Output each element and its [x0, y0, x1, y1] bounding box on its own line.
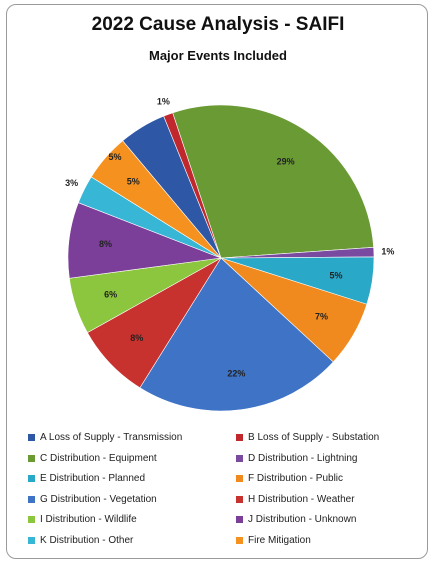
slice-label-7: 22%: [227, 368, 245, 378]
slice-label-8: 8%: [130, 333, 143, 343]
legend-item: J Distribution - Unknown: [236, 514, 356, 525]
legend-swatch: [236, 495, 243, 503]
legend-item: C Distribution - Equipment: [28, 453, 157, 464]
slice-label-4: 1%: [381, 247, 394, 257]
slice-label-9: 6%: [104, 290, 117, 300]
legend-item: I Distribution - Wildlife: [28, 514, 137, 525]
chart-title: 2022 Cause Analysis - SAIFI: [91, 14, 345, 35]
chart-subtitle: Major Events Included: [149, 48, 287, 63]
slice-label-5: 5%: [329, 270, 342, 280]
legend-swatch: [236, 434, 243, 441]
pie-slice-12: [90, 140, 222, 259]
legend-swatch: [236, 475, 243, 482]
legend-label: H Distribution - Weather: [248, 493, 355, 505]
legend-label: J Distribution - Unknown: [248, 514, 357, 525]
slice-label-10: 8%: [99, 239, 112, 249]
legend-item: E Distribution - Planned: [28, 473, 145, 484]
pie-slice-3: [172, 104, 374, 259]
legend-swatch: [28, 495, 35, 503]
legend-label: D Distribution - Lightning: [248, 452, 358, 464]
legend-swatch: [28, 516, 35, 523]
legend-item: H Distribution - Weather: [236, 494, 355, 505]
legend-item: A Loss of Supply - Transmission: [28, 432, 182, 443]
legend-item: B Loss of Supply - Substation: [236, 432, 379, 443]
pie-slice-7: [139, 257, 334, 412]
legend-label: C Distribution - Equipment: [40, 452, 157, 464]
legend-label: F Distribution - Public: [248, 473, 344, 484]
legend-swatch: [28, 475, 35, 482]
slice-label-6: 7%: [315, 311, 328, 321]
legend-label: G Distribution - Vegetation: [40, 493, 157, 505]
legend-label: B Loss of Supply - Substation: [248, 432, 380, 443]
legend-swatch: [236, 516, 243, 523]
legend-swatch: [28, 454, 35, 462]
legend-label: Fire Mitigation: [248, 534, 311, 546]
legend-label: E Distribution - Planned: [40, 473, 146, 484]
slice-label-2: 1%: [157, 96, 170, 106]
legend-swatch: [28, 434, 35, 441]
slice-label-11: 3%: [65, 178, 78, 188]
legend-swatch: [28, 536, 35, 544]
legend-item: K Distribution - Other: [28, 535, 133, 546]
slice-label-12: 5%: [127, 177, 140, 187]
legend-swatch: [236, 536, 243, 544]
legend-swatch: [236, 454, 243, 462]
legend-label: A Loss of Supply - Transmission: [40, 432, 183, 443]
legend-item: D Distribution - Lightning: [236, 453, 358, 464]
extra-slice-label-1: 5%: [108, 152, 121, 162]
legend-item: Fire Mitigation: [236, 535, 311, 546]
legend-item: G Distribution - Vegetation: [28, 494, 157, 505]
legend-item: F Distribution - Public: [236, 473, 343, 484]
legend-label: I Distribution - Wildlife: [40, 514, 137, 525]
legend-label: K Distribution - Other: [40, 534, 134, 546]
slice-label-3: 29%: [277, 156, 295, 166]
